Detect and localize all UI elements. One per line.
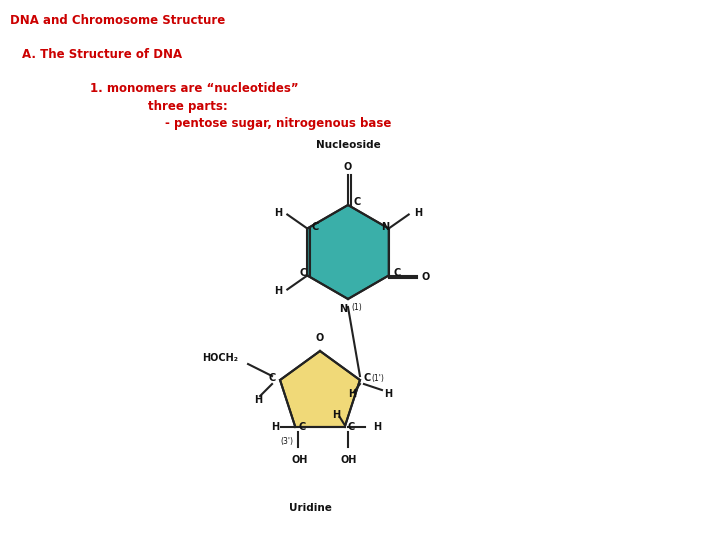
Text: C: C <box>348 422 355 432</box>
Text: C: C <box>300 268 307 279</box>
Text: H: H <box>373 422 381 432</box>
Text: N: N <box>339 304 347 314</box>
Text: H: H <box>384 389 392 399</box>
Text: C: C <box>298 422 305 432</box>
Text: C: C <box>364 373 372 383</box>
Text: (1'): (1') <box>371 374 384 382</box>
Text: H: H <box>254 395 262 405</box>
Text: OH: OH <box>291 455 307 465</box>
Polygon shape <box>280 351 360 427</box>
Text: C: C <box>394 268 401 279</box>
Polygon shape <box>307 205 389 299</box>
Text: H: H <box>348 389 356 399</box>
Text: (1): (1) <box>351 303 361 312</box>
Text: C: C <box>353 197 360 207</box>
Text: C: C <box>311 221 318 232</box>
Text: three parts:: three parts: <box>148 100 228 113</box>
Text: O: O <box>344 162 352 172</box>
Text: O: O <box>316 333 324 343</box>
Text: H: H <box>414 207 422 218</box>
Text: (3'): (3') <box>280 437 293 446</box>
Text: H: H <box>274 207 282 218</box>
Text: H: H <box>333 410 341 420</box>
Text: Nucleoside: Nucleoside <box>315 140 380 150</box>
Text: - pentose sugar, nitrogenous base: - pentose sugar, nitrogenous base <box>165 117 392 130</box>
Text: DNA and Chromosome Structure: DNA and Chromosome Structure <box>10 14 225 27</box>
Text: H: H <box>271 422 279 432</box>
Text: N: N <box>381 221 389 232</box>
Text: HOCH₂: HOCH₂ <box>202 353 238 363</box>
Text: Uridine: Uridine <box>289 503 331 513</box>
Text: A. The Structure of DNA: A. The Structure of DNA <box>22 48 182 61</box>
Text: H: H <box>274 287 282 296</box>
Text: O: O <box>422 272 430 281</box>
Text: C: C <box>269 373 276 383</box>
Text: OH: OH <box>341 455 357 465</box>
Text: 1. monomers are “nucleotides”: 1. monomers are “nucleotides” <box>90 82 299 95</box>
